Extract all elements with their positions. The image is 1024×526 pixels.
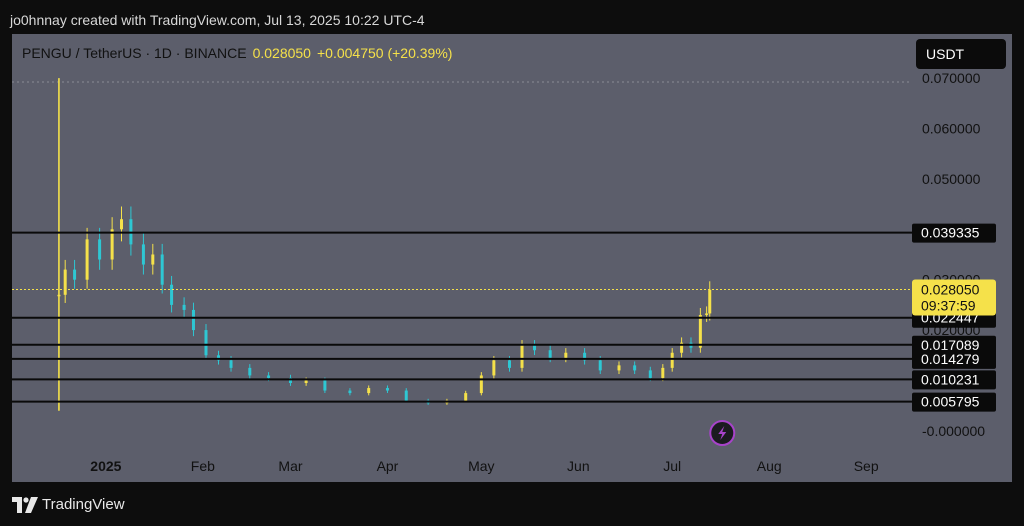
level-label-2: 0.017089 [921,337,980,353]
level-tag-5 [912,392,996,412]
candle-body-9 [151,254,155,265]
y-tick-label-1: 0.060000 [922,120,981,136]
candle-body-40 [648,370,652,378]
last-price-label: 0.028050 [921,282,980,298]
candle-body-30 [492,360,496,376]
candle-body-0 [57,294,61,297]
y-tick-label-0: 0.070000 [922,70,981,86]
candle-body-38 [617,365,621,371]
candle-body-12 [182,304,186,310]
x-tick-label-sep: Sep [854,458,879,474]
candle-body-42 [670,352,674,368]
symbol-legend: PENGU / TetherUS · 1D · BINANCE 0.028050 +… [22,45,452,61]
level-label-3: 0.014279 [921,351,980,367]
level-label-0: 0.039335 [921,225,980,241]
price-chart[interactable]: 0.0700000.0600000.0500000.0400000.030000… [12,34,1012,482]
last-price-countdown: 09:37:59 [921,298,976,314]
candle-body-45 [698,314,702,348]
candle-body-16 [229,360,233,368]
legend-change: +0.004750 (+20.39%) [316,45,453,61]
x-tick-label-feb: Feb [191,458,215,474]
candle-body-1 [63,269,67,295]
chart-credit: jo0hnnay created with TradingView.com, J… [10,12,425,28]
footer-brand: TradingView [42,496,125,513]
candle-body-6 [120,219,124,230]
x-tick-label-jul: Jul [663,458,681,474]
candle-body-24 [385,388,389,391]
level-label-4: 0.010231 [921,371,980,387]
level-tag-3 [912,349,996,369]
x-tick-label-jun: Jun [567,458,590,474]
candle-body-41 [661,367,665,378]
x-tick-label-aug: Aug [757,458,782,474]
candle-body-3 [85,239,89,280]
candle-body-2 [73,269,77,280]
candle-body-8 [141,244,145,265]
level-tag-4 [912,370,996,390]
candle-body-34 [548,350,552,358]
candle-body-23 [367,388,371,394]
y-tick-label-2: 0.050000 [922,171,981,187]
candle-body-10 [160,254,164,285]
candle-body-21 [323,380,327,391]
candle-body-22 [348,390,352,394]
candle-body-15 [217,355,221,361]
x-tick-label-2025: 2025 [90,458,121,474]
candle-body-17 [248,367,252,376]
candle-body-35 [564,352,568,358]
candle-body-19 [288,377,292,383]
legend-price: 0.028050 [252,45,311,61]
footer: TradingView [0,484,1024,526]
x-tick-label-apr: Apr [377,458,399,474]
top-bar: jo0hnnay created with TradingView.com, J… [0,0,1024,32]
candle-body-25 [404,390,408,401]
candle-body-14 [204,330,208,356]
symbol-title: PENGU / TetherUS · 1D · BINANCE [22,45,247,61]
currency-button[interactable]: USDT [916,39,1006,69]
x-tick-label-may: May [468,458,494,474]
candle-body-5 [110,229,114,260]
candle-body-32 [520,345,524,368]
candle-body-29 [479,375,483,394]
candle-body-39 [633,365,637,371]
candle-body-46 [705,313,709,315]
lightning-icon [718,426,727,440]
candle-body-18 [267,375,271,378]
candle-body-47 [708,289,712,314]
x-tick-label-mar: Mar [278,458,302,474]
candle-body-37 [598,360,602,371]
candle-body-31 [507,360,511,368]
level-tag-0 [912,223,996,243]
last-price-tag [912,279,996,316]
candle-body-11 [170,284,174,305]
level-label-5: 0.005795 [921,394,980,410]
candle-body-28 [464,393,468,401]
candle-body-4 [98,239,102,260]
candle-body-36 [583,352,587,361]
candle-body-20 [304,380,308,383]
candle-body-13 [191,309,195,331]
chart-frame[interactable]: 0.0700000.0600000.0500000.0400000.030000… [12,34,1012,482]
candle-body-33 [533,345,537,351]
tradingview-logo-icon [12,497,38,518]
candle-body-43 [680,342,684,353]
y-tick-label-7: -0.000000 [922,423,985,439]
